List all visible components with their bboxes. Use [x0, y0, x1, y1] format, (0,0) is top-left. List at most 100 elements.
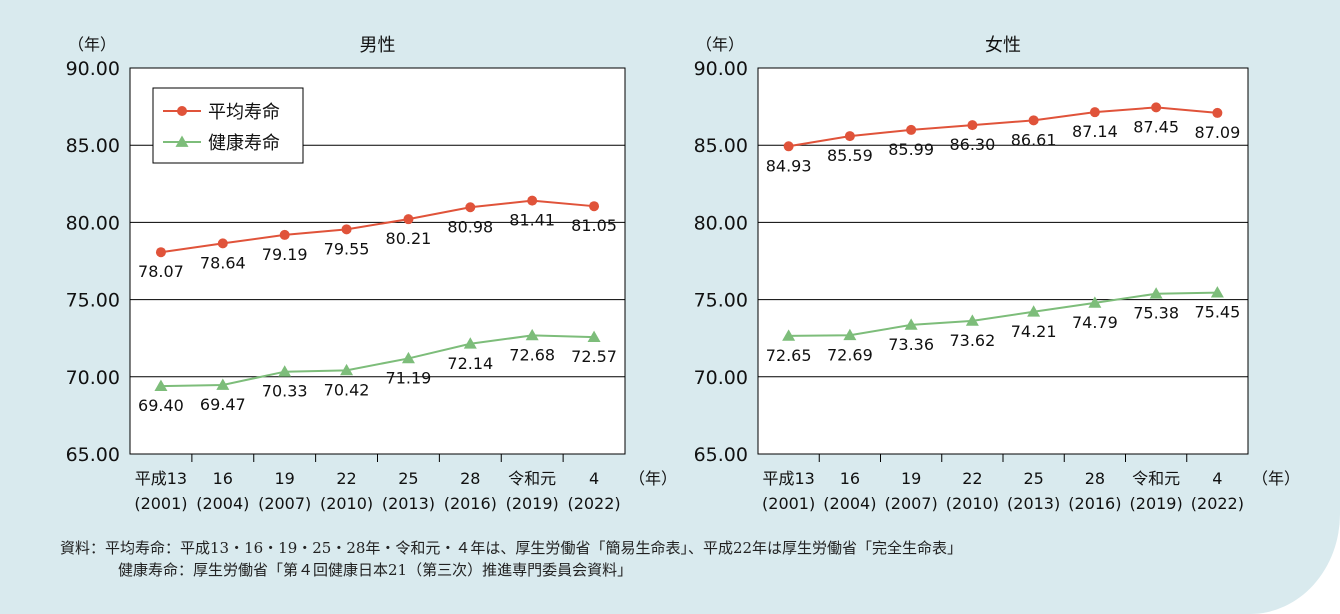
x-tick-label-year: (2001) — [762, 494, 815, 513]
legend-label: 平均寿命 — [208, 102, 280, 123]
data-label: 72.57 — [571, 347, 617, 366]
data-point — [967, 120, 978, 131]
data-point — [463, 337, 477, 349]
data-label: 81.05 — [571, 216, 617, 235]
y-tick-label: 70.00 — [66, 367, 120, 389]
x-tick-label-era: 28 — [1085, 469, 1105, 488]
data-point — [844, 131, 855, 142]
source-line-1: 資料：平均寿命：平成13・16・19・25・28年・令和元・４年は、厚生労働省「… — [60, 539, 963, 557]
data-label: 85.59 — [827, 146, 873, 165]
x-tick-label-era: 25 — [1023, 469, 1043, 488]
data-point — [403, 214, 414, 225]
source-line-2: 健康寿命：厚生労働省「第４回健康日本21（第三次）推進専門委員会資料」 — [118, 561, 633, 579]
series-line — [160, 199, 595, 254]
x-tick-label-era: 28 — [460, 469, 480, 488]
data-point — [217, 238, 228, 249]
y-tick-label: 90.00 — [66, 58, 120, 80]
data-label: 72.69 — [827, 345, 873, 364]
data-label: 85.99 — [888, 140, 934, 159]
y-axis-label: （年） — [68, 35, 116, 54]
data-point — [1210, 286, 1224, 298]
y-tick-label: 85.00 — [66, 135, 120, 157]
data-label: 74.21 — [1011, 322, 1057, 341]
data-point — [782, 329, 796, 341]
x-tick-label-year: (2004) — [196, 494, 249, 513]
data-point — [904, 318, 918, 330]
y-tick-label: 70.00 — [694, 367, 748, 389]
data-label: 80.98 — [447, 217, 493, 236]
data-point — [341, 224, 352, 235]
data-point — [1088, 296, 1102, 308]
x-tick-label-era: 19 — [275, 469, 295, 488]
x-tick-label-year: (2019) — [1130, 494, 1183, 513]
x-tick-label-era: 平成13 — [135, 469, 187, 488]
data-label: 72.68 — [509, 345, 555, 364]
x-tick-label-era: 16 — [213, 469, 233, 488]
x-tick-label-year: (2022) — [1191, 494, 1244, 513]
series-line — [788, 291, 1218, 337]
legend-box — [152, 87, 304, 164]
data-point — [906, 124, 917, 135]
plot-area — [757, 67, 1249, 455]
data-point — [1212, 107, 1223, 118]
data-point — [154, 379, 168, 391]
data-label: 74.79 — [1072, 313, 1118, 332]
data-label: 87.45 — [1133, 117, 1179, 136]
legend-swatch-marker — [177, 106, 187, 116]
data-label: 87.09 — [1194, 123, 1240, 142]
series-line — [160, 334, 595, 388]
x-tick-label-year: (2016) — [444, 494, 497, 513]
x-tick-label-era: 令和元 — [508, 469, 556, 488]
data-label: 79.55 — [324, 239, 370, 258]
x-tick-label-era: 令和元 — [1132, 469, 1180, 488]
data-label: 69.40 — [138, 396, 184, 415]
data-label: 72.14 — [447, 354, 493, 373]
x-tick-label-year: (2010) — [946, 494, 999, 513]
data-point — [465, 202, 476, 213]
y-tick-label: 85.00 — [694, 135, 748, 157]
x-tick-label-year: (2016) — [1068, 494, 1121, 513]
data-label: 75.38 — [1133, 304, 1179, 323]
x-axis-unit: （年） — [1252, 469, 1300, 488]
data-point — [279, 229, 290, 240]
legend-swatch-marker — [175, 135, 189, 147]
x-tick-label-year: (2010) — [320, 494, 373, 513]
data-point — [401, 351, 415, 364]
data-point — [1151, 102, 1162, 113]
data-point — [589, 201, 600, 212]
y-tick-label: 80.00 — [694, 212, 748, 234]
chart-title: 女性 — [985, 35, 1021, 56]
data-label: 78.64 — [200, 253, 246, 272]
data-point — [587, 330, 601, 342]
data-label: 87.14 — [1072, 122, 1118, 141]
data-point — [1028, 115, 1039, 126]
y-tick-label: 65.00 — [694, 444, 748, 466]
x-tick-label-year: (2001) — [134, 494, 187, 513]
y-tick-label: 75.00 — [694, 290, 748, 312]
data-label: 73.62 — [949, 331, 995, 350]
data-point — [783, 141, 794, 152]
x-tick-label-year: (2007) — [885, 494, 938, 513]
x-tick-label-era: 22 — [336, 469, 356, 488]
data-label: 78.07 — [138, 262, 184, 281]
x-tick-label-year: (2004) — [823, 494, 876, 513]
data-point — [965, 314, 979, 326]
data-label: 75.45 — [1194, 303, 1240, 322]
data-label: 84.93 — [766, 156, 812, 175]
data-point — [1089, 107, 1100, 118]
x-tick-label-era: 19 — [901, 469, 921, 488]
x-tick-label-era: 平成13 — [762, 469, 814, 488]
data-label: 72.65 — [766, 346, 812, 365]
x-tick-label-era: 22 — [962, 469, 982, 488]
data-label: 69.47 — [200, 395, 246, 414]
y-tick-label: 80.00 — [66, 212, 120, 234]
x-tick-label-year: (2019) — [506, 494, 559, 513]
data-point — [1027, 305, 1041, 317]
data-label: 80.21 — [386, 229, 432, 248]
data-point — [155, 247, 166, 258]
x-tick-label-year: (2007) — [258, 494, 311, 513]
data-point — [843, 328, 857, 341]
y-tick-label: 75.00 — [66, 290, 120, 312]
